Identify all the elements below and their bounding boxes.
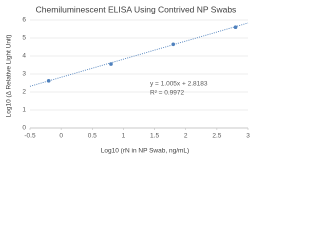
trend-r-squared: R² = 0.9972: [150, 90, 185, 97]
y-tick-label: 0: [22, 125, 26, 132]
x-tick-label: 2.5: [212, 133, 221, 140]
chart: Chemiluminescent ELISA Using Contrived N…: [6, 4, 250, 155]
point: [233, 25, 238, 30]
trend-equation: y = 1.005x + 2.8183: [150, 81, 208, 88]
x-tick-label: 2: [184, 133, 188, 140]
y-tick-label: 2: [22, 89, 26, 96]
x-axis-title: Log10 (rN in NP Swab, ng/mL): [101, 148, 189, 155]
y-tick-label: 3: [22, 71, 26, 78]
y-tick-label: 5: [22, 35, 26, 42]
y-axis-title: Log10 (Δ Relative Light Unit): [6, 35, 13, 118]
y-tick-label: 1: [22, 107, 26, 114]
chart-title: Chemiluminescent ELISA Using Contrived N…: [36, 4, 237, 14]
point: [109, 62, 113, 66]
trendline: [29, 22, 249, 87]
y-tick-label: 4: [22, 53, 26, 60]
x-tick-label: 1.5: [150, 133, 159, 140]
y-tick-label: 6: [22, 17, 26, 24]
x-tick-label: 0.5: [88, 133, 97, 140]
x-tick-label: 0: [59, 133, 63, 140]
point: [171, 42, 176, 47]
x-tick-label: 3: [246, 133, 250, 140]
point: [46, 79, 51, 83]
x-tick-label: -0.5: [24, 133, 36, 140]
x-tick-label: 1: [122, 133, 126, 140]
